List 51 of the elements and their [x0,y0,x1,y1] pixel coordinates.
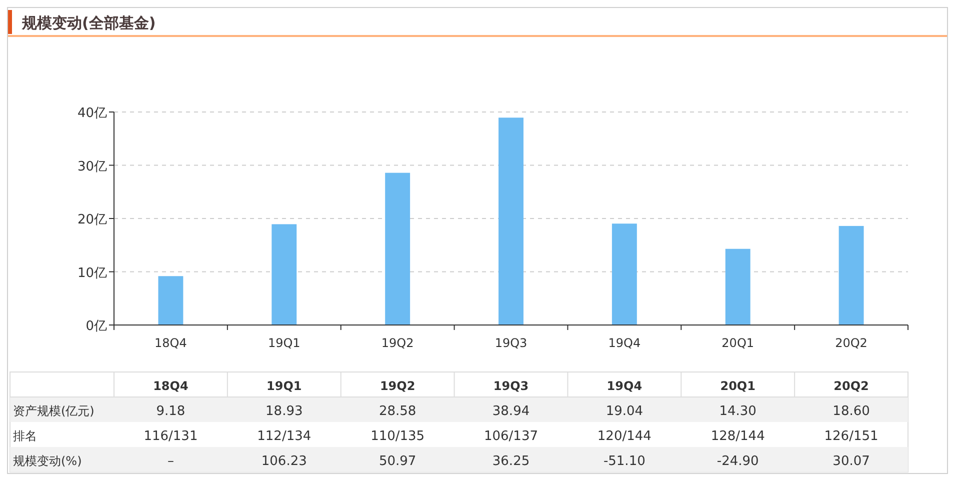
text: -51.10 [603,454,646,469]
text: 110/135 [370,429,425,444]
category-label: 19Q4 [606,379,642,393]
text: 30.07 [832,454,870,469]
x-tick-label: 19Q2 [381,336,414,350]
data-label: 28.58 [378,404,416,419]
x-tick-label: 19Q3 [494,336,528,350]
text: 116/131 [144,429,198,444]
x-tick-label: 20Q2 [835,336,868,350]
text: 120/144 [597,429,652,444]
category-label: 19Q3 [493,379,529,393]
y-tick-label: 0亿 [86,319,107,334]
bar [838,226,864,325]
data-label: 18.93 [266,404,303,419]
text: – [167,454,174,469]
chart-title: 规模变动(全部基金) [21,14,156,32]
category-label: 19Q2 [380,379,416,393]
bar [498,118,524,325]
bar [385,172,410,325]
x-tick-label: 19Q4 [608,336,641,350]
text: 128/144 [710,429,765,444]
text: 106.23 [261,454,307,469]
text: 106/137 [484,429,538,444]
data-label: 38.94 [492,404,530,419]
y-tick-label: 40亿 [77,106,107,121]
category-label: 18Q4 [153,379,188,393]
category-label: 19Q1 [266,379,302,393]
x-tick-label: 18Q4 [154,336,187,350]
x-tick-label: 19Q1 [268,336,300,350]
category-label: 20Q1 [720,379,756,393]
y-tick-label: 10亿 [77,266,107,281]
text: 50.97 [378,454,416,469]
text: 排名 [13,429,37,443]
data-label: 19.04 [606,404,644,419]
text: -24.90 [716,454,759,469]
data-label: 18.60 [832,404,870,419]
bar [725,248,750,325]
text: 112/134 [257,429,312,444]
y-tick-label: 20亿 [77,212,107,228]
text: 规模变动(%) [13,454,82,468]
text: 资产规模(亿元) [13,404,94,418]
y-tick-label: 30亿 [77,159,107,174]
bar [612,224,637,325]
category-label: 20Q2 [834,379,869,393]
x-tick-label: 20Q1 [722,336,754,350]
bar [158,276,184,325]
text: 126/151 [824,429,878,444]
bar [272,224,297,325]
text: 36.25 [492,454,530,469]
data-label: 14.30 [719,404,756,419]
data-label: 9.18 [156,404,186,419]
